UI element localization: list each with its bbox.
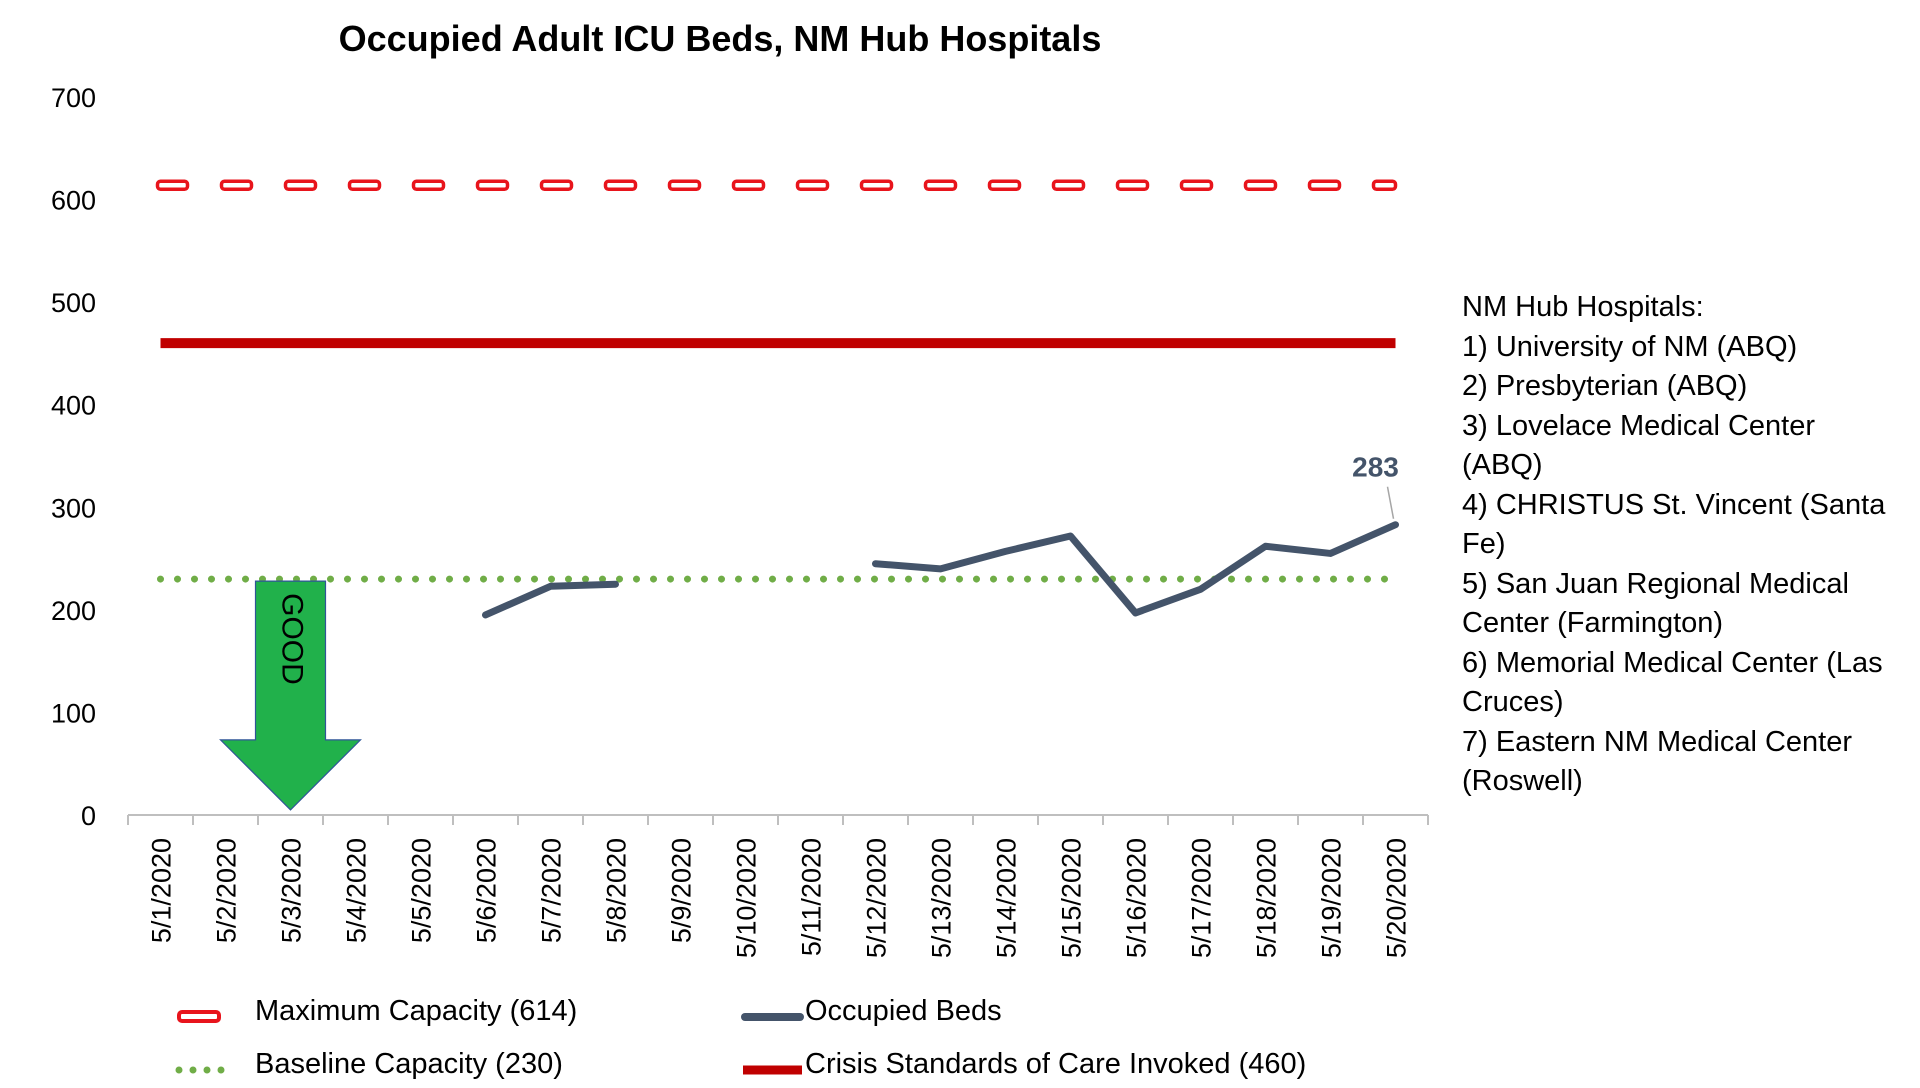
x-tick-label: 5/2/2020 [212, 838, 242, 943]
note-heading: NM Hub Hospitals: [1462, 288, 1902, 328]
y-tick-label: 0 [81, 801, 96, 831]
max-capacity-dash [1374, 181, 1396, 189]
x-tick-label: 5/17/2020 [1187, 838, 1217, 958]
x-tick-label: 5/14/2020 [992, 838, 1022, 958]
legend-label-crisis: Crisis Standards of Care Invoked (460) [805, 1048, 1306, 1081]
x-tick-label: 5/7/2020 [537, 838, 567, 943]
max-capacity-dash [926, 181, 956, 189]
legend-label-baseline: Baseline Capacity (230) [255, 1048, 563, 1081]
x-tick-label: 5/3/2020 [277, 838, 307, 943]
x-tick-label: 5/1/2020 [147, 838, 177, 943]
y-tick-label: 600 [51, 186, 96, 216]
y-tick-label: 300 [51, 493, 96, 523]
legend-swatch-max-capacity [175, 1002, 245, 1022]
y-tick-label: 400 [51, 391, 96, 421]
y-tick-label: 100 [51, 698, 96, 728]
legend-label-occupied: Occupied Beds [805, 995, 1002, 1028]
legend-item-crisis: Crisis Standards of Care Invoked (460) [740, 1048, 1306, 1081]
x-tick-label: 5/4/2020 [342, 838, 372, 943]
x-tick-label: 5/9/2020 [667, 838, 697, 943]
max-capacity-dash [414, 181, 444, 189]
max-capacity-dash [1310, 181, 1340, 189]
note-item: 3) Lovelace Medical Center (ABQ) [1462, 407, 1902, 486]
max-capacity-dash [670, 181, 700, 189]
x-tick-label: 5/10/2020 [732, 838, 762, 958]
data-label-283: 283 [1352, 452, 1399, 483]
x-tick-label: 5/20/2020 [1382, 838, 1412, 958]
x-tick-label: 5/18/2020 [1252, 838, 1282, 958]
legend-label-max-capacity: Maximum Capacity (614) [255, 995, 577, 1028]
max-capacity-dash [1118, 181, 1148, 189]
legend-swatch-crisis [740, 1055, 805, 1075]
good-arrow-label: GOOD [276, 593, 309, 685]
x-tick-label: 5/12/2020 [862, 838, 892, 958]
legend-item-occupied: Occupied Beds [740, 995, 1002, 1028]
occupied-beds-line [876, 525, 1396, 613]
data-label-leader [1388, 487, 1394, 519]
y-tick-label: 200 [51, 596, 96, 626]
max-capacity-dash [478, 181, 508, 189]
x-tick-label: 5/19/2020 [1317, 838, 1347, 958]
max-capacity-dash [158, 181, 188, 189]
x-tick-label: 5/16/2020 [1122, 838, 1152, 958]
x-tick-label: 5/5/2020 [407, 838, 437, 943]
max-capacity-dash [606, 181, 636, 189]
note-item: 5) San Juan Regional Medical Center (Far… [1462, 565, 1902, 644]
y-tick-label: 700 [51, 83, 96, 113]
max-capacity-dash [990, 181, 1020, 189]
max-capacity-dash [862, 181, 892, 189]
note-item: 1) University of NM (ABQ) [1462, 328, 1902, 368]
legend-item-baseline: Baseline Capacity (230) [175, 1048, 563, 1081]
max-capacity-dash [222, 181, 252, 189]
max-capacity-dash [1182, 181, 1212, 189]
note-item: 4) CHRISTUS St. Vincent (Santa Fe) [1462, 486, 1902, 565]
max-capacity-dash [1246, 181, 1276, 189]
note-item: 6) Memorial Medical Center (Las Cruces) [1462, 644, 1902, 723]
occupied-beds-line [486, 584, 616, 615]
x-tick-label: 5/6/2020 [472, 838, 502, 943]
max-capacity-dash [542, 181, 572, 189]
max-capacity-dash [286, 181, 316, 189]
x-tick-label: 5/11/2020 [797, 838, 827, 956]
x-tick-label: 5/15/2020 [1057, 838, 1087, 958]
note-item: 7) Eastern NM Medical Center (Roswell) [1462, 723, 1902, 802]
x-tick-label: 5/8/2020 [602, 838, 632, 943]
max-capacity-dash [798, 181, 828, 189]
hub-hospitals-note: NM Hub Hospitals: 1) University of NM (A… [1462, 288, 1902, 802]
legend-item-max-capacity: Maximum Capacity (614) [175, 995, 577, 1028]
max-capacity-dash [1054, 181, 1084, 189]
max-capacity-dash [350, 181, 380, 189]
max-capacity-dash [734, 181, 764, 189]
x-tick-label: 5/13/2020 [927, 838, 957, 958]
chart-plot: 0 100 200 300 400 500 600 700 5/1/2020 5/2/2020 5/… [0, 0, 1440, 1080]
legend-swatch-baseline [175, 1055, 245, 1075]
y-tick-label: 500 [51, 288, 96, 318]
legend-swatch-occupied [740, 1002, 805, 1022]
note-item: 2) Presbyterian (ABQ) [1462, 367, 1902, 407]
